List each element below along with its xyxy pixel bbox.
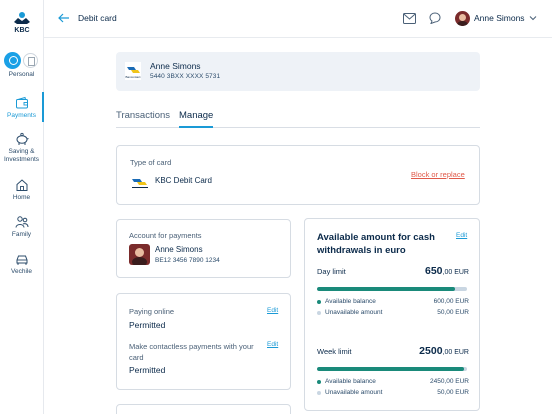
next-panel-stub — [116, 404, 291, 414]
edit-contactless-link[interactable]: Edit — [267, 341, 279, 348]
logo-text: KBC — [14, 27, 29, 34]
type-of-card-label: Type of card — [130, 158, 172, 167]
sidebar-item-home[interactable]: Home — [0, 178, 43, 202]
sidebar: KBC Personal Payments Saving & Investmen… — [0, 0, 44, 414]
piggy-bank-icon — [16, 132, 29, 145]
user-name[interactable]: Anne Simons — [474, 13, 525, 23]
sidebar-item-label: Personal — [8, 71, 35, 78]
sidebar-item-label: Family — [11, 231, 32, 238]
house-icon — [16, 179, 27, 191]
account-name: Anne Simons — [155, 245, 203, 254]
week-limit-label: Week limit — [317, 347, 352, 356]
tab-transactions[interactable]: Transactions — [116, 110, 171, 121]
sidebar-item-label: Saving & Investments — [3, 148, 40, 163]
person-icon[interactable] — [4, 52, 21, 69]
business-icon[interactable] — [23, 53, 38, 68]
chevron-down-icon[interactable] — [529, 15, 537, 21]
avatar[interactable] — [455, 11, 470, 26]
account-panel: Account for payments Anne Simons BE12 34… — [116, 219, 291, 278]
edit-online-link[interactable]: Edit — [267, 307, 279, 314]
sidebar-item-vehicle[interactable]: Vechile — [0, 252, 43, 276]
unavailable-dot — [317, 311, 321, 315]
day-limit-bar — [317, 287, 467, 291]
avatar — [129, 244, 150, 265]
kbc-logo[interactable]: KBC — [11, 10, 33, 34]
account-iban: BE12 3456 7890 1234 — [155, 257, 220, 264]
kbc-card-icon — [132, 179, 148, 188]
contactless-value: Permitted — [129, 365, 166, 375]
week-limit-row: Week limit 2500,00 EUR Available balance… — [317, 345, 469, 396]
sidebar-item-payments[interactable]: Payments — [0, 92, 44, 122]
day-limit-amount: 650,00 EUR — [425, 265, 469, 277]
card-summary: Bancontact Anne Simons 5440 3BXX XXXX 57… — [116, 52, 480, 91]
week-limit-bar-fill — [317, 367, 464, 371]
profile-switcher[interactable] — [4, 52, 40, 70]
type-of-card-panel: Type of card KBC Debit Card Block or rep… — [116, 145, 480, 205]
tab-manage[interactable]: Manage — [179, 110, 214, 128]
edit-withdrawal-link[interactable]: Edit — [456, 232, 468, 239]
available-dot — [317, 380, 321, 384]
paying-online-value: Permitted — [129, 320, 166, 330]
family-icon — [15, 216, 28, 228]
chat-icon[interactable] — [429, 12, 441, 24]
card-type-value: KBC Debit Card — [155, 176, 212, 185]
card-brand-label: Bancontact — [125, 75, 140, 79]
sidebar-item-label: Vechile — [11, 268, 32, 275]
cash-withdrawal-panel: Available amount for cash withdrawals in… — [304, 218, 480, 411]
bancontact-card-icon: Bancontact — [125, 62, 141, 80]
page-title: Debit card — [78, 13, 117, 23]
account-label: Account for payments — [129, 231, 202, 240]
day-limit-row: Day limit 650,00 EUR Available balance 6… — [317, 265, 469, 316]
sidebar-item-label: Home — [12, 194, 31, 201]
payment-settings-panel: Paying online Edit Permitted Make contac… — [116, 293, 291, 390]
card-number: 5440 3BXX XXXX 5731 — [150, 73, 221, 80]
tab-bar: Transactions Manage — [116, 108, 480, 128]
paying-online-label: Paying online — [129, 307, 175, 316]
withdrawal-title: Available amount for cash withdrawals in… — [317, 232, 435, 256]
day-limit-label: Day limit — [317, 267, 346, 276]
car-icon — [16, 255, 27, 265]
week-limit-bar — [317, 367, 467, 371]
sidebar-item-family[interactable]: Family — [0, 215, 43, 239]
block-or-replace-link[interactable]: Block or replace — [411, 170, 465, 179]
sidebar-item-label: Payments — [7, 112, 36, 119]
week-limit-amount: 2500,00 EUR — [419, 345, 469, 357]
day-limit-bar-fill — [317, 287, 455, 291]
available-dot — [317, 300, 321, 304]
sidebar-item-saving[interactable]: Saving & Investments — [0, 132, 43, 164]
contactless-label: Make contactless payments with your card — [129, 342, 254, 362]
mail-icon[interactable] — [403, 13, 416, 24]
topbar: Debit card Anne Simons — [44, 0, 552, 38]
sidebar-item-personal[interactable]: Personal — [0, 71, 43, 79]
card-holder: Anne Simons — [150, 61, 201, 71]
unavailable-dot — [317, 391, 321, 395]
back-arrow-icon[interactable] — [58, 12, 70, 24]
wallet-icon — [15, 96, 28, 109]
